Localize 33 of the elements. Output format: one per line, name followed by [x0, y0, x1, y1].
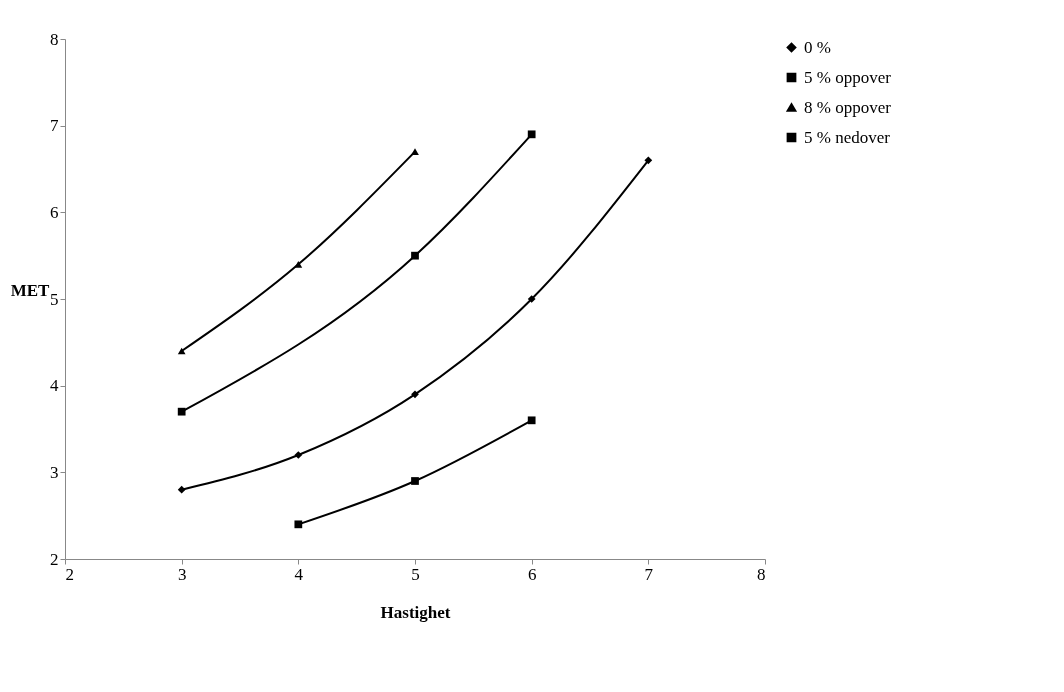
point	[411, 477, 419, 485]
y-tick-label: 4	[50, 376, 59, 396]
point	[177, 485, 186, 494]
x-tick-label: 7	[644, 564, 654, 584]
y-tick-label: 8	[50, 29, 59, 49]
legend-label: 8 % oppover	[804, 97, 892, 117]
point	[527, 416, 536, 425]
x-tick-label: 8	[757, 564, 766, 584]
y-tick-label: 5	[50, 289, 59, 309]
legend-label: 5 % nedover	[804, 127, 891, 147]
y-tick-label: 6	[50, 202, 59, 222]
point	[411, 251, 419, 260]
point	[411, 390, 419, 399]
x-tick-label: 4	[294, 564, 304, 584]
x-tick-label: 6	[527, 564, 537, 584]
point	[177, 407, 186, 416]
legend-label: 5 % oppover	[804, 67, 892, 87]
legend-label: 0 %	[804, 37, 831, 57]
y-tick-label: 3	[50, 462, 59, 482]
x-tick-label: 2	[65, 564, 74, 584]
x-tick-label: 5	[411, 564, 420, 584]
point	[527, 130, 536, 139]
y-tick-label: 2	[50, 549, 59, 569]
point	[527, 295, 536, 303]
x-tick-label: 3	[177, 564, 187, 584]
point	[644, 156, 653, 165]
point	[411, 148, 419, 156]
point	[294, 520, 303, 529]
point	[294, 451, 303, 459]
y-axis-title: MET	[10, 280, 51, 300]
x-axis-title: Hastighet	[380, 602, 451, 622]
point	[294, 260, 303, 268]
y-tick-label: 7	[50, 116, 59, 136]
